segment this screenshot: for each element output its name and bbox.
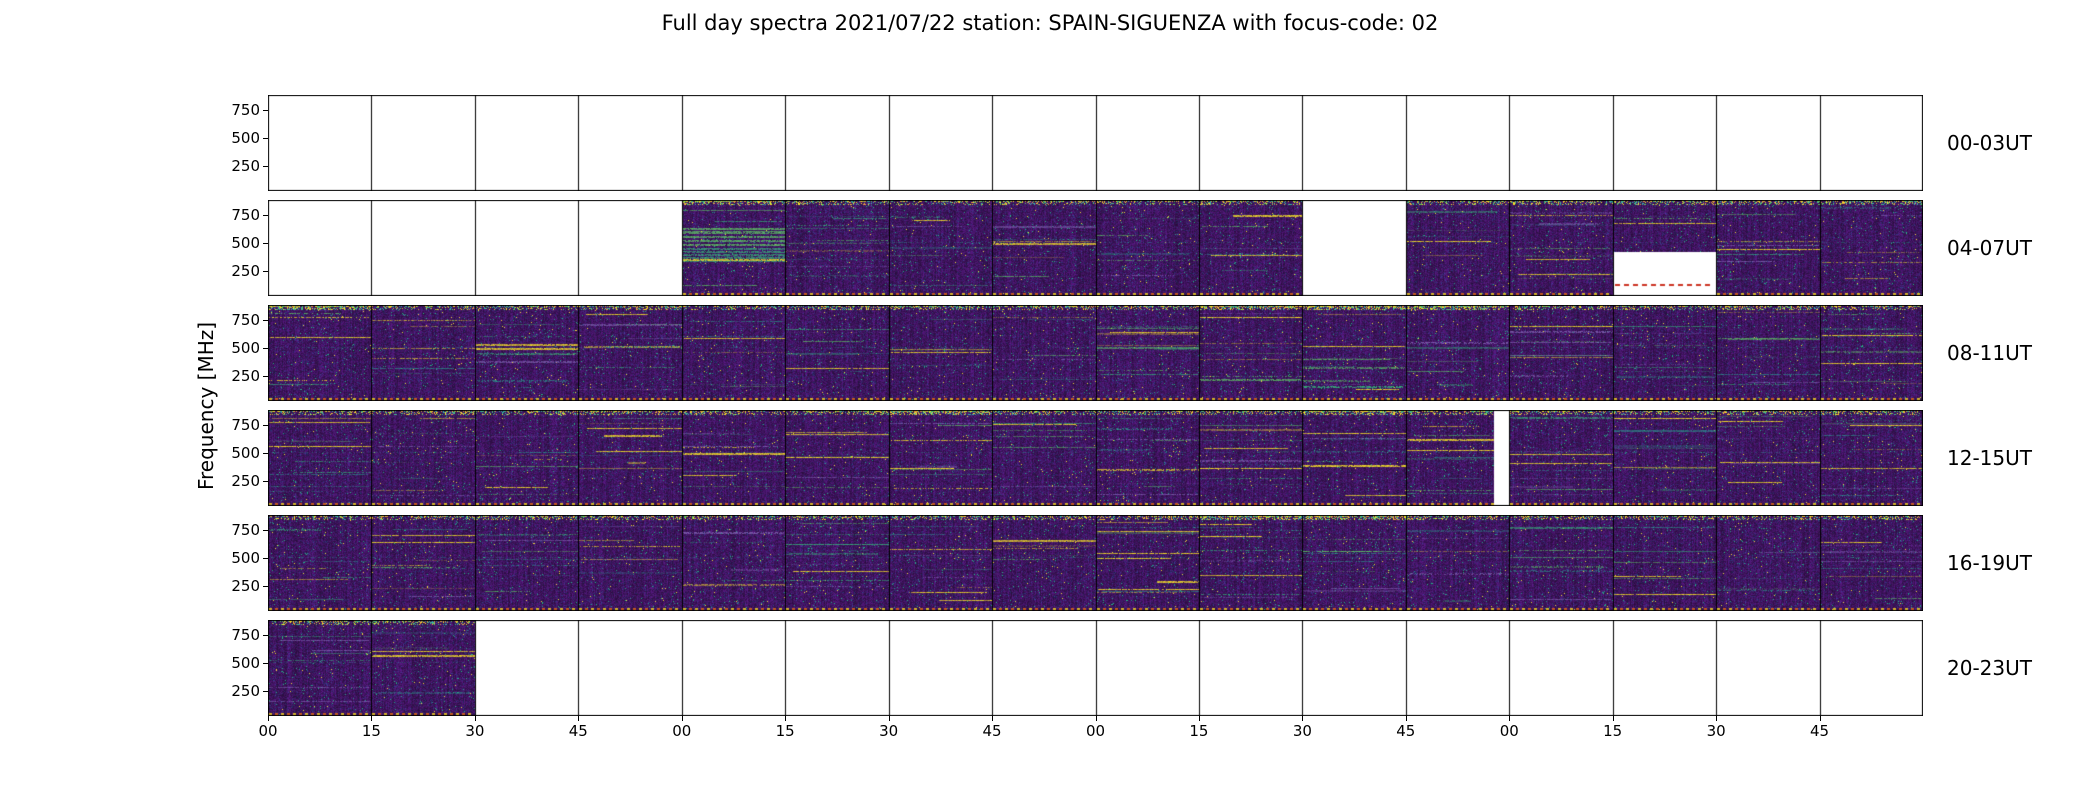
x-tick-mark [474, 716, 476, 721]
spectrogram-canvas [268, 305, 1923, 401]
y-tick-mark [263, 215, 268, 217]
spectrogram-row-20-23UT [268, 620, 1923, 716]
x-tick-label: 15 [775, 722, 795, 740]
x-tick-mark [785, 716, 787, 721]
spectrogram-row-08-11UT [268, 305, 1923, 401]
x-tick-label: 30 [879, 722, 899, 740]
x-tick-label: 00 [258, 722, 278, 740]
y-tick-mark [263, 635, 268, 637]
spectrogram-row-12-15UT [268, 410, 1923, 506]
spectrogram-row-00-03UT [268, 95, 1923, 191]
y-tick-mark [263, 691, 268, 693]
y-tick-label: 750 [231, 206, 260, 225]
x-tick-mark [1198, 716, 1200, 721]
y-tick-label: 250 [231, 262, 260, 281]
y-tick-mark [263, 558, 268, 560]
y-tick-label: 750 [231, 311, 260, 330]
x-tick-mark [1509, 716, 1511, 721]
row-time-label: 12-15UT [1947, 446, 2032, 470]
x-tick-label: 15 [1189, 722, 1209, 740]
x-tick-mark [1716, 716, 1718, 721]
x-tick-label: 30 [1292, 722, 1312, 740]
x-tick-label: 00 [1499, 722, 1519, 740]
x-tick-mark [1819, 716, 1821, 721]
y-tick-mark [263, 453, 268, 455]
x-tick-mark [1095, 716, 1097, 721]
chart-title: Full day spectra 2021/07/22 station: SPA… [661, 11, 1439, 35]
row-time-label: 00-03UT [1947, 131, 2032, 155]
y-tick-label: 250 [231, 157, 260, 176]
x-tick-label: 30 [465, 722, 485, 740]
y-tick-label: 750 [231, 626, 260, 645]
row-time-label: 08-11UT [1947, 341, 2032, 365]
x-tick-label: 45 [1810, 722, 1830, 740]
row-time-label: 04-07UT [1947, 236, 2032, 260]
y-tick-mark [263, 376, 268, 378]
y-tick-mark [263, 348, 268, 350]
y-tick-label: 750 [231, 416, 260, 435]
y-tick-mark [263, 530, 268, 532]
y-tick-mark [263, 110, 268, 112]
x-tick-mark [888, 716, 890, 721]
y-tick-mark [263, 586, 268, 588]
y-tick-label: 500 [231, 129, 260, 148]
y-tick-label: 500 [231, 549, 260, 568]
y-tick-label: 500 [231, 444, 260, 463]
y-tick-mark [263, 166, 268, 168]
y-tick-mark [263, 320, 268, 322]
y-tick-label: 250 [231, 472, 260, 491]
x-tick-mark [371, 716, 373, 721]
spectrogram-canvas [268, 410, 1923, 506]
y-tick-label: 750 [231, 101, 260, 120]
spectrogram-canvas [268, 200, 1923, 296]
y-tick-mark [263, 663, 268, 665]
x-tick-mark [681, 716, 683, 721]
x-tick-label: 15 [361, 722, 381, 740]
x-tick-label: 00 [672, 722, 692, 740]
spectrogram-canvas [268, 95, 1923, 191]
spectrogram-row-04-07UT [268, 200, 1923, 296]
y-tick-label: 500 [231, 234, 260, 253]
y-tick-label: 250 [231, 367, 260, 386]
x-tick-label: 45 [1396, 722, 1416, 740]
x-tick-mark [268, 716, 269, 721]
x-tick-label: 30 [1706, 722, 1726, 740]
x-tick-label: 45 [568, 722, 588, 740]
spectrogram-row-16-19UT [268, 515, 1923, 611]
x-tick-mark [578, 716, 580, 721]
y-tick-label: 750 [231, 521, 260, 540]
y-tick-mark [263, 425, 268, 427]
x-tick-label: 45 [982, 722, 1002, 740]
x-tick-mark [1612, 716, 1614, 721]
y-tick-label: 250 [231, 577, 260, 596]
row-time-label: 20-23UT [1947, 656, 2032, 680]
x-tick-mark [1405, 716, 1407, 721]
x-tick-mark [1302, 716, 1304, 721]
y-tick-label: 500 [231, 654, 260, 673]
spectrogram-canvas [268, 620, 1923, 716]
row-time-label: 16-19UT [1947, 551, 2032, 575]
x-tick-mark [992, 716, 994, 721]
x-tick-label: 15 [1603, 722, 1623, 740]
spectrogram-canvas [268, 515, 1923, 611]
x-tick-label: 00 [1085, 722, 1106, 740]
y-tick-mark [263, 243, 268, 245]
y-tick-mark [263, 271, 268, 273]
y-tick-label: 500 [231, 339, 260, 358]
y-tick-label: 250 [231, 682, 260, 701]
y-tick-mark [263, 481, 268, 483]
y-tick-mark [263, 138, 268, 140]
